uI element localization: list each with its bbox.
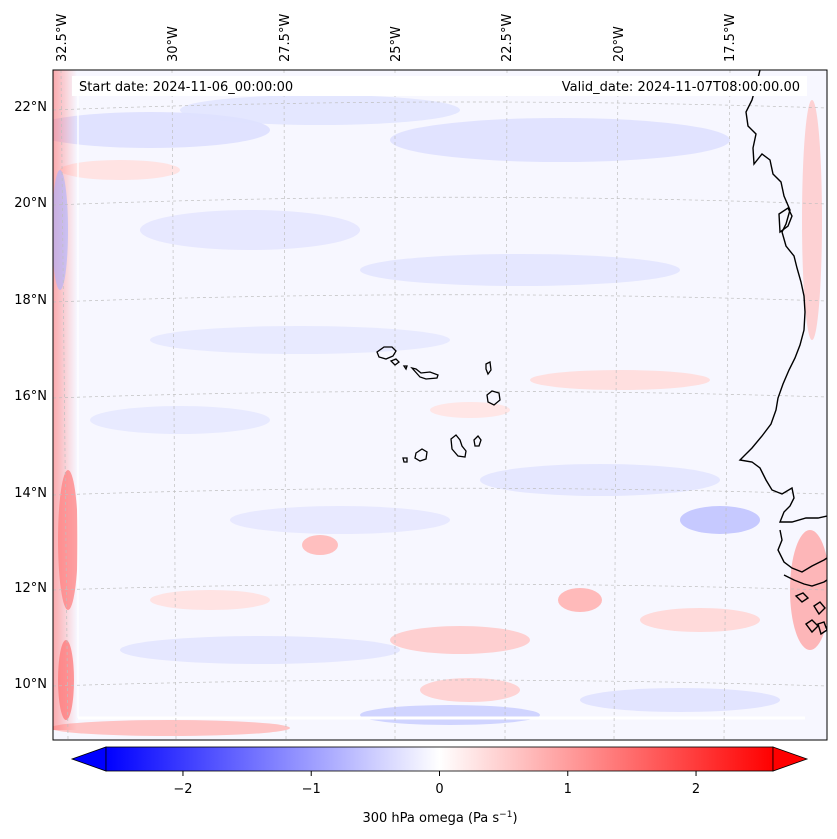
coastline-guinea (783, 574, 827, 587)
island-sao-vicente (389, 358, 400, 366)
colorbar-extend-low (70, 746, 107, 772)
omega-blob (640, 608, 760, 632)
lat-label: 16°N (14, 389, 47, 404)
lat-label: 12°N (14, 581, 47, 596)
colorbar-tick-label: 1 (564, 782, 572, 797)
africa-coastline (738, 70, 827, 636)
lat-label: 14°N (14, 486, 47, 501)
island-boa-vista (486, 390, 501, 406)
omega-blob (420, 678, 520, 702)
cape-verde-islands (376, 346, 501, 463)
omega-blob (302, 535, 338, 555)
coastline-inlet (778, 206, 793, 234)
latitude-labels: 22°N 20°N 18°N 16°N 14°N 12°N 10°N (14, 100, 47, 692)
valid-date-label: Valid_date: 2024-11-07T08:00:00.00 (562, 80, 800, 95)
lon-label: 30°W (166, 26, 181, 62)
map-border (52, 69, 828, 741)
omega-blob (140, 210, 360, 250)
omega-blob (58, 470, 78, 610)
island-sal (485, 361, 492, 376)
lat-label: 18°N (14, 293, 47, 308)
omega-blob (120, 636, 400, 664)
omega-blob (60, 160, 180, 180)
colorbar-ticks: −2 −1 0 1 2 (173, 771, 700, 797)
colorbar-tick-label: 0 (435, 782, 443, 797)
omega-blob (230, 506, 450, 534)
island-brava (402, 457, 408, 463)
island-sao-nicolau (410, 366, 439, 380)
omega-blob (360, 705, 540, 725)
lat-label: 20°N (14, 196, 47, 211)
lon-label: 20°W (612, 26, 627, 62)
omega-blob (430, 402, 510, 418)
omega-blob (58, 640, 74, 720)
start-date-label: Start date: 2024-11-06_00:00:00 (79, 80, 293, 95)
omega-blob (390, 118, 730, 162)
colorbar-label: 300 hPa omega (Pa s−1) (362, 810, 517, 826)
omega-blob (150, 590, 270, 610)
lon-label: 17.5°W (723, 14, 738, 62)
colorbar-tick-label: −2 (173, 782, 192, 797)
lon-label: 27.5°W (278, 14, 293, 62)
omega-blob (390, 626, 530, 654)
island-santa-luzia (402, 365, 408, 371)
lon-label: 25°W (389, 26, 404, 62)
omega-blob (530, 370, 710, 390)
omega-boundary-left (53, 70, 77, 730)
colorbar: −2 −1 0 1 2 300 hPa omega (Pa s−1) (70, 746, 809, 826)
lon-label: 22.5°W (500, 14, 515, 62)
lat-label: 22°N (14, 100, 47, 115)
colorbar-tick-label: 2 (692, 782, 700, 797)
island-maio (473, 435, 482, 447)
coastline-bijagos (794, 592, 827, 636)
omega-blob (53, 720, 290, 736)
omega-blob (360, 254, 680, 286)
omega-blob (680, 506, 760, 534)
omega-blob (180, 95, 460, 125)
omega-blob (790, 530, 827, 650)
omega-blob (580, 688, 780, 712)
colorbar-body (105, 746, 774, 772)
omega-blob (480, 464, 720, 496)
omega-blob (53, 112, 270, 148)
header-box (72, 76, 807, 96)
omega-blob (802, 100, 822, 340)
omega-blob (150, 326, 450, 354)
colorbar-tick-label: −1 (302, 782, 321, 797)
colorbar-extend-high (772, 746, 809, 772)
island-santo-antao (376, 346, 397, 360)
lat-label: 10°N (14, 677, 47, 692)
omega-blob (558, 588, 602, 612)
island-fogo (414, 448, 428, 462)
coastline-guinea-bissau (777, 529, 827, 573)
longitude-labels: 32.5°W 30°W 27.5°W 25°W 22.5°W 20°W 17.5… (55, 14, 738, 62)
omega-blob (53, 170, 68, 290)
coastline-mauritania-senegal (738, 70, 827, 523)
island-santiago (450, 434, 467, 458)
lon-label: 32.5°W (55, 14, 70, 62)
map-panel (53, 70, 827, 740)
omega-field (53, 70, 827, 736)
omega-blob (90, 406, 270, 434)
graticule (53, 70, 827, 740)
